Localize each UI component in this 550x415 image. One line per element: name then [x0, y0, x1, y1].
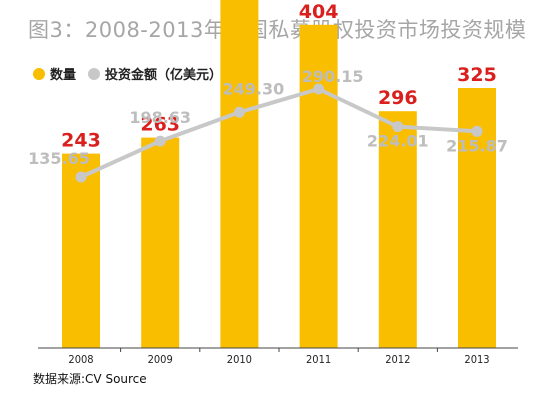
- bar-label-2008: 243: [61, 130, 101, 152]
- legend-swatch-amount: [88, 67, 101, 80]
- legend: 数量 投资金额（亿美元）: [33, 64, 234, 83]
- amount-label-2012: 224.01: [367, 132, 429, 151]
- x-tick-label-2010: 2010: [227, 353, 252, 366]
- legend-label-amount: 投资金额（亿美元）: [105, 68, 223, 83]
- legend-label-count: 数量: [50, 68, 77, 83]
- amount-point-2008: [75, 171, 87, 183]
- x-tick-label-2013: 2013: [464, 353, 489, 366]
- amount-point-2010: [233, 106, 245, 118]
- chart-title: 图3：2008-2013年中国私募股权投资市场投资规模: [28, 18, 527, 42]
- amount-label-2013: 215.87: [446, 136, 508, 155]
- x-tick-label-2011: 2011: [306, 353, 331, 366]
- amount-point-2013: [471, 125, 483, 137]
- x-tick-label-2008: 2008: [68, 353, 93, 366]
- amount-line: [80, 87, 478, 179]
- bar-2010: [220, 0, 259, 348]
- amount-point-2009: [154, 135, 166, 147]
- legend-swatch-count: [33, 67, 45, 80]
- bar-2011: [299, 24, 338, 349]
- source-note: 数据来源:CV Source: [33, 372, 147, 386]
- bar-2009: [141, 137, 180, 348]
- legend-item-amount: 投资金额（亿美元）: [88, 64, 222, 83]
- bar-2008: [62, 153, 100, 348]
- bar-label-2012: 296: [378, 87, 418, 109]
- bar-label-2011: 404: [299, 1, 339, 23]
- bar-label-2009: 263: [140, 114, 180, 136]
- x-tick-label-2009: 2009: [148, 353, 173, 366]
- amount-label-2008: 135.65: [28, 149, 90, 168]
- legend-item-count: 数量: [33, 64, 76, 83]
- amount-label-2011: 290.15: [302, 67, 364, 86]
- bar-2012: [378, 111, 417, 348]
- x-tick-label-2012: 2012: [385, 353, 410, 366]
- bar-label-2013: 325: [457, 64, 497, 86]
- amount-point-2012: [392, 121, 404, 133]
- amount-point-2011: [313, 83, 325, 95]
- amount-label-2009: 198.63: [129, 108, 191, 127]
- amount-label-2010: 249.30: [223, 79, 285, 98]
